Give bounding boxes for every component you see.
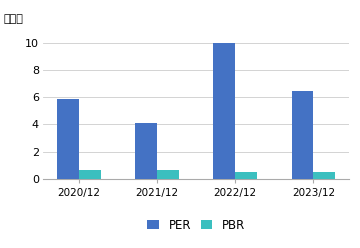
Text: （배）: （배） <box>3 14 23 24</box>
Bar <box>213 43 235 179</box>
Bar <box>57 99 79 179</box>
Bar <box>135 123 157 179</box>
Bar <box>314 172 335 179</box>
Bar <box>157 170 179 179</box>
Legend: PER, PBR: PER, PBR <box>144 215 249 235</box>
Bar <box>292 91 314 179</box>
Bar <box>235 172 257 179</box>
Bar <box>79 170 101 179</box>
